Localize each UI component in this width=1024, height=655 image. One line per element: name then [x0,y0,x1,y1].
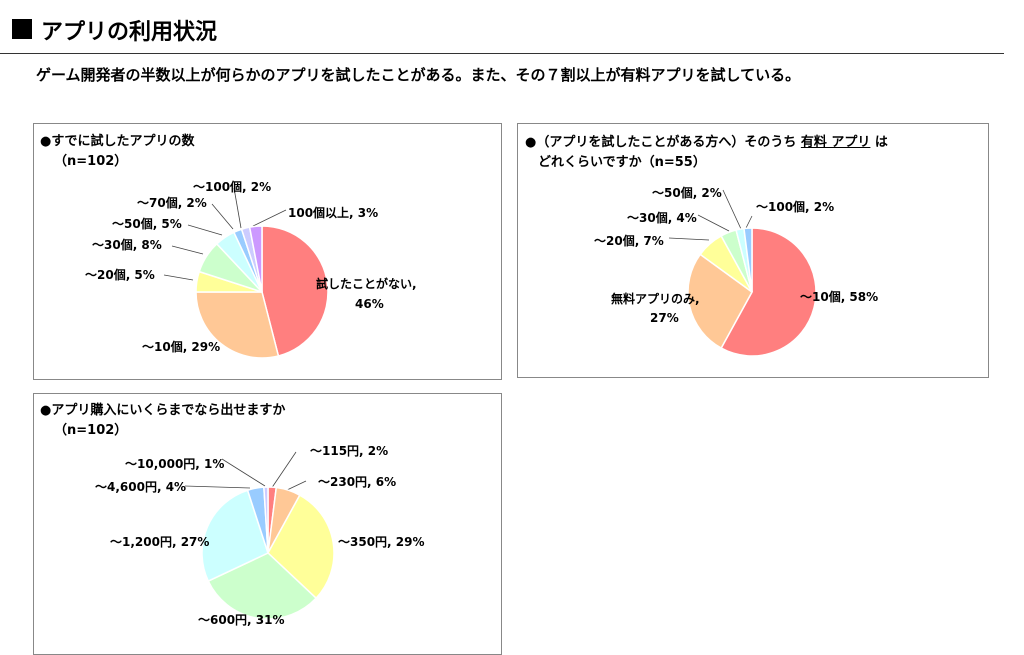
chart-title: ●すでに試したアプリの数 [40,134,195,149]
pie-slice-0-7 [248,225,263,293]
chart-title: ●（アプリを試したことがある方へ）そのうち 有料 アプリ は [525,133,888,153]
title-part: は [870,135,888,150]
chart-title-line2: どれくらいですか（n=55） [538,155,706,170]
pie-slice-0-0 [261,225,329,357]
data-label: ～100個, 2% [193,180,272,194]
data-label: ～70個, 2% [137,196,207,210]
data-label-percent: 46% [355,297,384,311]
data-label: 100個以上, 3% [288,206,379,220]
title-square-icon [12,19,32,39]
data-label-percent: 27% [650,311,679,325]
data-label: ～50個, 2% [652,186,722,200]
data-label: ～30個, 8% [92,238,162,252]
pie-slice-1-0 [720,227,817,357]
data-label: ～20個, 7% [594,234,664,248]
title-part: ●（アプリを試したことがある方へ）そのうち [525,135,801,150]
leader-lines [163,187,753,491]
pie-slice-1-1 [687,253,753,350]
data-label: ～10個, 29% [142,340,221,354]
chart-title: ●アプリ購入にいくらまでなら出せますか [40,403,286,418]
data-label: ～50個, 5% [112,217,182,231]
pie-slice-2-3 [207,552,318,620]
pie-slice-0-1 [195,291,280,359]
data-label: ～600円, 31% [198,613,285,627]
pie-slice-1-5 [743,227,753,293]
pie-slice-2-4 [201,489,269,583]
data-label: ～20個, 5% [85,268,155,282]
data-label: ～10,000円, 1% [125,457,225,471]
data-label: 無料アプリのみ, [611,292,700,306]
data-label: ～230円, 6% [318,475,397,489]
data-label: ～30個, 4% [627,211,697,225]
page-subtitle: ゲーム開発者の半数以上が何らかのアプリを試したことがある。また、その７割以上が有… [36,66,801,84]
pie-slice-2-2 [267,494,335,600]
data-label: 試したことがない, [316,277,417,291]
data-label: ～4,600円, 4% [95,480,187,494]
chart-sample-size: （n=102） [54,423,128,438]
chart-sample-size: （n=102） [54,154,128,169]
title-emphasis: 有料 アプリ [800,135,871,150]
data-label: ～1,200円, 27% [110,535,210,549]
data-label: ～350円, 29% [338,535,425,549]
data-label: ～115円, 2% [310,444,389,458]
pie-slice-2-6 [263,486,269,554]
title-divider [0,53,1004,54]
data-label: ～100個, 2% [756,200,835,214]
data-label: ～10個, 58% [800,290,879,304]
page-title: アプリの利用状況 [41,20,218,45]
